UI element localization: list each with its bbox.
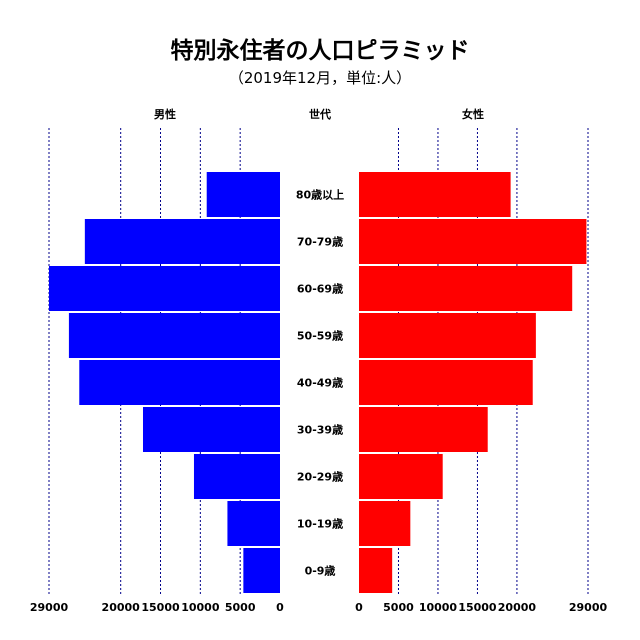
x-tick-label: 15000 — [141, 601, 180, 614]
male-header: 男性 — [154, 107, 176, 121]
male-bar-3 — [68, 313, 281, 358]
chart-subtitle: （2019年12月，単位:人） — [229, 69, 411, 87]
female-header: 女性 — [462, 107, 484, 121]
category-label: 50-59歳 — [297, 329, 343, 343]
female-bar-6 — [359, 454, 443, 499]
male-bar-4 — [79, 360, 280, 405]
x-tick-label: 15000 — [458, 601, 497, 614]
female-bar-5 — [359, 407, 488, 452]
tick-labels: 29000 20000 15000 10000 5000 0 0 5000 10000 15000… — [30, 601, 608, 614]
category-label: 60-69歳 — [297, 282, 343, 296]
category-label: 40-49歳 — [297, 376, 343, 390]
category-label: 80歳以上 — [296, 188, 344, 202]
female-bar-4 — [359, 360, 533, 405]
female-bar-8 — [359, 548, 393, 593]
male-bar-5 — [142, 407, 280, 452]
x-tick-label: 10000 — [419, 601, 458, 614]
x-tick-label: 20000 — [102, 601, 141, 614]
x-tick-label: 20000 — [498, 601, 537, 614]
category-label: 70-79歳 — [297, 235, 343, 249]
female-bar-2 — [359, 266, 573, 311]
generation-header: 世代 — [309, 107, 331, 121]
male-bar-1 — [84, 219, 281, 264]
male-bar-2 — [49, 266, 280, 311]
male-bar-8 — [243, 548, 280, 593]
x-tick-label: 29000 — [569, 601, 608, 614]
female-bar-3 — [359, 313, 536, 358]
x-tick-label: 5000 — [225, 601, 256, 614]
category-label: 30-39歳 — [297, 423, 343, 437]
x-tick-label: 0 — [276, 601, 284, 614]
male-bar-0 — [206, 172, 280, 217]
female-bar-1 — [359, 219, 587, 264]
bars-group — [49, 172, 587, 593]
x-tick-label: 29000 — [30, 601, 69, 614]
female-bar-0 — [359, 172, 511, 217]
category-label: 0-9歳 — [305, 564, 336, 578]
male-bar-6 — [193, 454, 280, 499]
x-tick-label: 10000 — [181, 601, 220, 614]
chart-title: 特別永住者の人口ピラミッド — [171, 37, 470, 64]
x-tick-label: 5000 — [383, 601, 414, 614]
category-label: 20-29歳 — [297, 470, 343, 484]
female-bar-7 — [359, 501, 411, 546]
category-labels: 80歳以上 70-79歳 60-69歳 50-59歳 40-49歳 30-39歳 20-29… — [296, 188, 344, 578]
male-bar-7 — [227, 501, 280, 546]
x-tick-label: 0 — [355, 601, 363, 614]
category-label: 10-19歳 — [297, 517, 343, 531]
